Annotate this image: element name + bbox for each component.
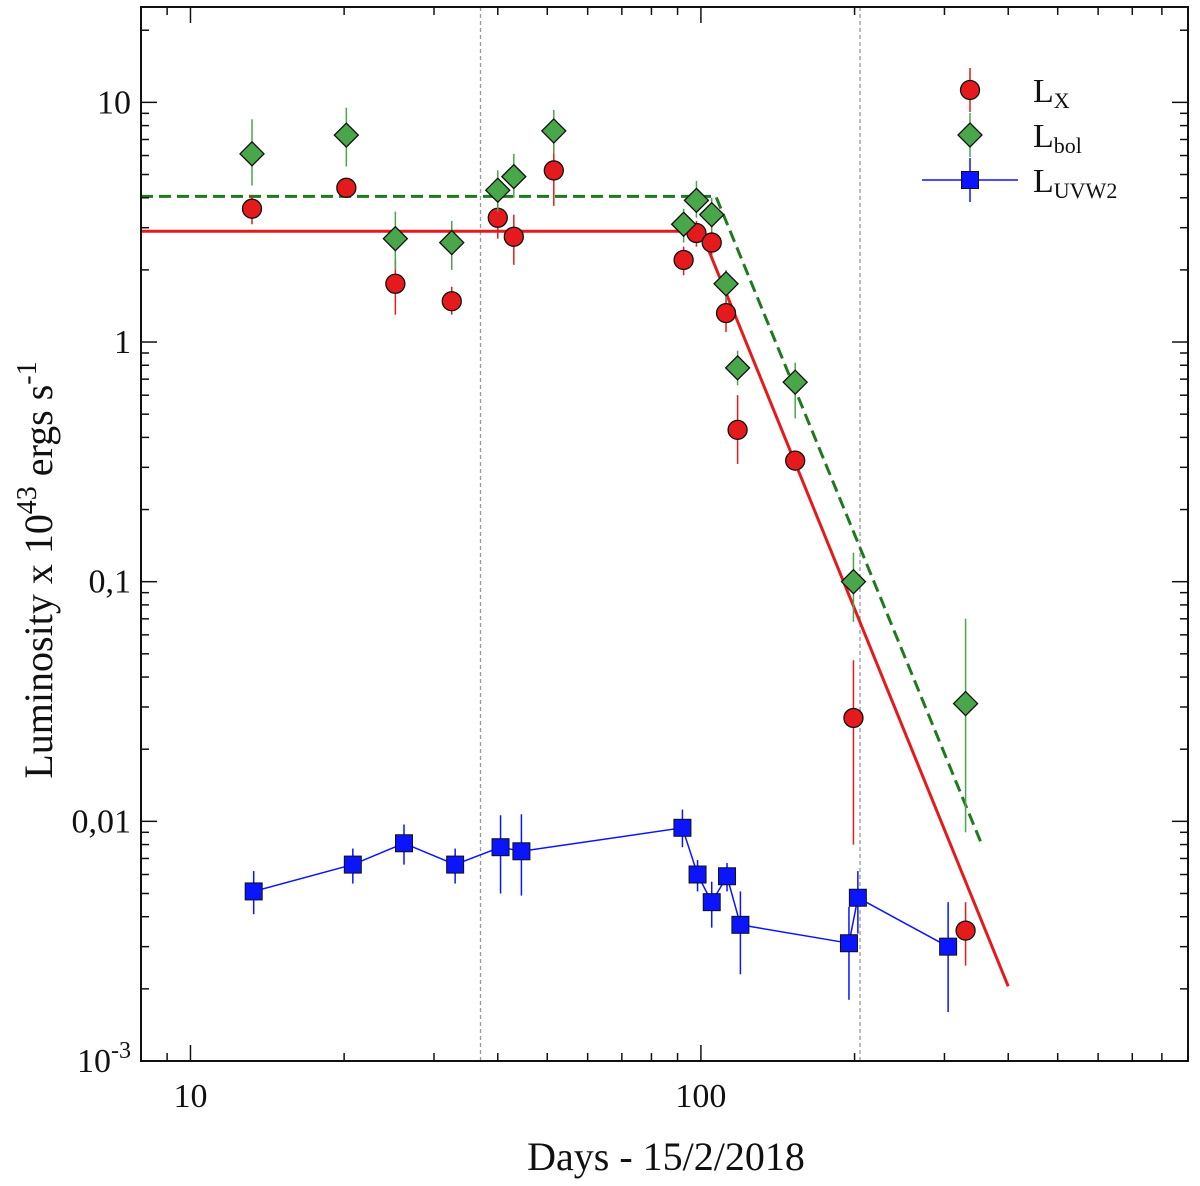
data-point-lx (336, 177, 357, 198)
data-point-lbol (952, 690, 979, 717)
data-point-lbol (840, 568, 867, 595)
data-point-luvw2 (673, 818, 692, 837)
data-point-lbol (333, 122, 360, 149)
data-point-luvw2 (848, 888, 867, 907)
x-axis-label: Days - 15/2/2018 (527, 1134, 805, 1179)
y-tick-label: 10 (97, 84, 131, 121)
legend-marker (957, 122, 983, 148)
y-tick-label: 10-3 (77, 1038, 131, 1080)
y-axis-label: Luminosity x 1043 ergs s-1 (12, 361, 61, 778)
x-tick-label: 10 (173, 1078, 207, 1115)
series-line-luvw2 (253, 826, 949, 948)
data-point-lx (673, 249, 694, 271)
tick-labels: 10 100 10 1 0,1 0,01 10-3 (72, 84, 727, 1115)
axis-ticks (140, 7, 1189, 1062)
series-lx (241, 144, 976, 966)
legend-entry-lx: LX (959, 68, 1070, 113)
reference-lines (479, 7, 861, 1061)
data-point-lx (701, 232, 722, 253)
legend-entry-lbol: Lbol (957, 113, 1082, 158)
data-point-lbol (724, 354, 751, 381)
data-point-lbol (782, 369, 809, 396)
y-axis-label-exp: 43 (12, 486, 43, 514)
data-point-luvw2 (718, 867, 737, 886)
data-series (239, 107, 979, 1013)
legend-marker (959, 79, 981, 101)
data-point-lbol (683, 187, 710, 214)
fit-line-lbol (141, 194, 984, 846)
data-point-luvw2 (731, 915, 750, 934)
y-axis-label-base: Luminosity x 10 (16, 514, 61, 778)
data-point-luvw2 (491, 838, 510, 857)
legend-label: LX (1033, 73, 1070, 113)
data-point-lbol (540, 118, 567, 144)
y-tick-label: 0,01 (72, 803, 132, 840)
legend-label: Lbol (1033, 118, 1082, 158)
data-point-luvw2 (343, 855, 362, 874)
legend: LX Lbol LUVW2 (922, 68, 1117, 203)
data-point-luvw2 (702, 893, 721, 912)
fit-lines (141, 194, 1010, 987)
data-point-luvw2 (244, 882, 263, 901)
data-point-lx (441, 291, 462, 312)
data-point-lx (503, 226, 524, 247)
data-point-lx (727, 419, 748, 441)
data-point-luvw2 (394, 834, 413, 853)
y-tick-label: 1 (114, 324, 131, 361)
series-luvw2 (244, 809, 958, 1013)
data-point-lx (955, 920, 976, 941)
data-point-luvw2 (839, 934, 858, 953)
fit-line-lx (141, 229, 1010, 987)
data-point-lbol (382, 225, 409, 252)
data-point-lx (715, 302, 737, 324)
data-point-lx (385, 273, 406, 294)
data-point-lbol (670, 211, 697, 238)
y-tick-label: 0,1 (89, 564, 132, 601)
data-point-lx (543, 160, 564, 181)
legend-label: LUVW2 (1033, 163, 1117, 203)
legend-marker (961, 171, 979, 189)
data-point-luvw2 (939, 937, 958, 956)
data-point-lbol (438, 229, 465, 256)
y-axis-label-unit-exp: -1 (12, 361, 43, 384)
data-point-lx (843, 707, 864, 729)
data-point-lbol (484, 177, 511, 204)
data-point-lbol (698, 201, 725, 228)
x-tick-label: 100 (675, 1078, 726, 1115)
data-point-lbol (500, 163, 527, 190)
data-point-lx (785, 450, 806, 471)
legend-entry-luvw2: LUVW2 (922, 158, 1117, 203)
data-point-luvw2 (512, 842, 531, 861)
y-axis-label-unit: ergs s (16, 385, 61, 486)
data-point-luvw2 (688, 865, 707, 884)
data-point-luvw2 (446, 855, 465, 874)
plot-frame (140, 6, 1189, 1062)
data-point-lbol (713, 270, 739, 297)
series-lbol (239, 107, 979, 833)
data-point-lbol (239, 140, 265, 167)
data-point-lx (241, 198, 263, 219)
